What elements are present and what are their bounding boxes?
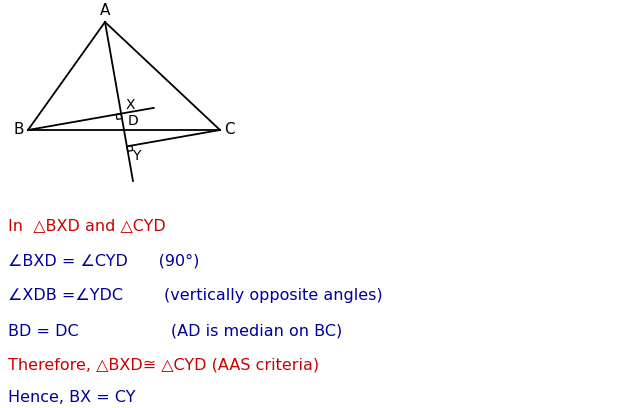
Text: BD = DC                  (AD is median on BC): BD = DC (AD is median on BC) xyxy=(8,323,342,338)
Text: B: B xyxy=(13,122,24,137)
Text: D: D xyxy=(128,114,139,128)
Text: Hence, BX = CY: Hence, BX = CY xyxy=(8,390,136,405)
Text: C: C xyxy=(224,122,235,137)
Text: A: A xyxy=(100,3,110,18)
Text: Therefore, △BXD≅ △CYD (AAS criteria): Therefore, △BXD≅ △CYD (AAS criteria) xyxy=(8,358,319,373)
Text: X: X xyxy=(125,98,134,112)
Text: In  △BXD and △CYD: In △BXD and △CYD xyxy=(8,218,166,233)
Text: ∠XDB =∠YDC        (vertically opposite angles): ∠XDB =∠YDC (vertically opposite angles) xyxy=(8,288,382,303)
Text: Y: Y xyxy=(132,149,140,163)
Text: ∠BXD = ∠CYD      (90°): ∠BXD = ∠CYD (90°) xyxy=(8,253,199,268)
